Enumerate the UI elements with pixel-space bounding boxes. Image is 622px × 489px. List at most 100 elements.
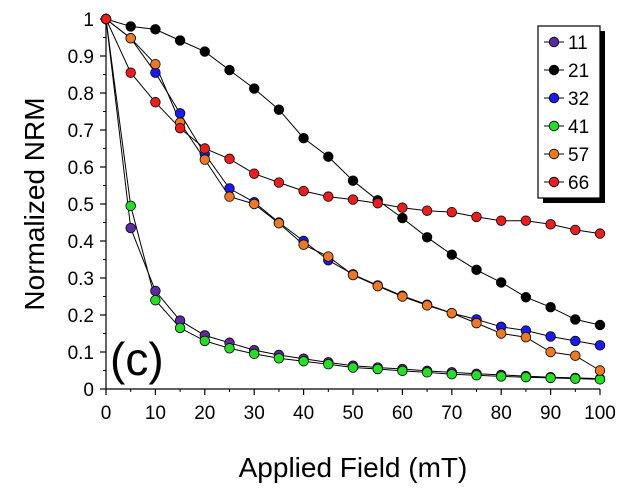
x-tick-label: 70 (441, 403, 462, 424)
data-point-41 (224, 343, 235, 354)
data-point-66 (248, 168, 260, 179)
data-point-66 (545, 219, 556, 230)
data-point-66 (347, 194, 359, 205)
x-tick-label: 40 (293, 403, 314, 424)
data-point-57 (323, 251, 334, 262)
data-point-21 (594, 319, 606, 331)
legend: 11 21 32 41 57 66 (537, 25, 605, 203)
data-point-57 (421, 300, 433, 311)
legend-marker-41 (548, 120, 560, 132)
x-axis-title: Applied Field (mT) (239, 452, 468, 483)
y-tick-label: 0.4 (68, 232, 95, 253)
data-point-41 (397, 365, 408, 377)
x-tick-label: 10 (145, 403, 166, 424)
data-point-32 (570, 335, 581, 347)
data-point-41 (248, 348, 260, 360)
x-tick-label: 20 (194, 403, 215, 424)
data-point-66 (520, 215, 532, 226)
data-point-57 (125, 33, 136, 44)
data-point-21 (248, 83, 260, 94)
data-point-21 (347, 175, 359, 186)
data-point-66 (471, 211, 482, 223)
data-point-21 (570, 314, 581, 325)
data-point-41 (421, 367, 433, 378)
legend-marker-11 (548, 36, 560, 48)
data-point-66 (125, 67, 136, 78)
data-point-66 (570, 224, 581, 236)
data-point-57 (372, 280, 383, 292)
legend-label-21: 21 (568, 61, 589, 82)
panel-label: (c) (110, 333, 164, 385)
data-point-41 (347, 362, 359, 373)
data-point-21 (397, 212, 408, 224)
data-point-11 (150, 285, 161, 297)
y-axis-title: Normalized NRM (19, 97, 50, 310)
data-point-41 (372, 363, 383, 375)
x-tick-label: 0 (101, 403, 112, 424)
y-tick-label: 1 (83, 10, 94, 31)
data-point-57 (150, 58, 161, 70)
data-point-66 (397, 202, 408, 213)
data-point-66 (273, 177, 285, 188)
legend-label-32: 32 (568, 89, 589, 110)
data-point-66 (446, 206, 458, 218)
data-point-41 (298, 356, 309, 367)
legend-marker-57 (548, 148, 560, 160)
data-point-21 (125, 21, 136, 32)
data-point-41 (570, 373, 581, 384)
legend-label-41: 41 (568, 117, 589, 138)
data-point-21 (273, 104, 285, 115)
data-point-66 (323, 191, 334, 202)
data-point-41 (150, 295, 161, 306)
data-point-57 (496, 328, 507, 339)
data-point-21 (174, 35, 186, 46)
data-point-41 (446, 369, 458, 380)
data-point-66 (150, 97, 161, 108)
data-point-57 (594, 365, 606, 376)
data-point-21 (298, 132, 309, 144)
data-point-57 (471, 317, 482, 329)
data-point-57 (446, 307, 458, 319)
legend-marker-32 (548, 92, 560, 104)
x-tick-label: 80 (491, 403, 512, 424)
data-point-66 (594, 228, 606, 239)
data-point-32 (545, 331, 556, 342)
data-point-21 (421, 232, 433, 243)
legend-label-57: 57 (568, 145, 589, 166)
data-point-21 (224, 64, 235, 76)
data-point-41 (174, 322, 186, 334)
data-point-41 (471, 370, 482, 381)
data-point-66 (224, 153, 235, 165)
data-point-21 (446, 249, 458, 260)
data-point-57 (248, 198, 260, 210)
data-point-57 (397, 291, 408, 302)
data-point-66 (199, 143, 211, 154)
data-point-57 (545, 346, 556, 358)
data-point-41 (199, 335, 211, 347)
data-point-41 (125, 200, 136, 212)
y-tick-label: 0.5 (68, 195, 94, 216)
data-point-41 (323, 359, 334, 370)
x-tick-label: 90 (540, 403, 561, 424)
data-point-66 (298, 185, 309, 197)
x-tick-label: 60 (392, 403, 413, 424)
data-point-57 (224, 191, 235, 202)
legend-marker-66 (548, 176, 560, 188)
y-tick-label: 0.1 (68, 343, 94, 364)
data-point-21 (150, 24, 161, 35)
data-point-21 (545, 302, 556, 313)
data-point-66 (100, 13, 112, 25)
data-point-21 (496, 277, 507, 288)
data-point-57 (347, 269, 359, 281)
data-point-41 (496, 371, 507, 382)
data-point-57 (273, 218, 285, 229)
data-point-66 (496, 215, 507, 226)
y-axis: 0 0.1 0.2 0.3 0.4 0.5 0.6 0.7 0.8 0.9 1 (68, 10, 106, 401)
data-point-57 (298, 239, 309, 250)
data-point-21 (199, 46, 211, 57)
y-tick-label: 0.2 (68, 306, 94, 327)
data-point-41 (273, 353, 285, 364)
y-tick-label: 0.7 (68, 121, 94, 142)
x-axis: 0 10 20 30 40 50 60 70 80 90 100 (101, 389, 616, 424)
